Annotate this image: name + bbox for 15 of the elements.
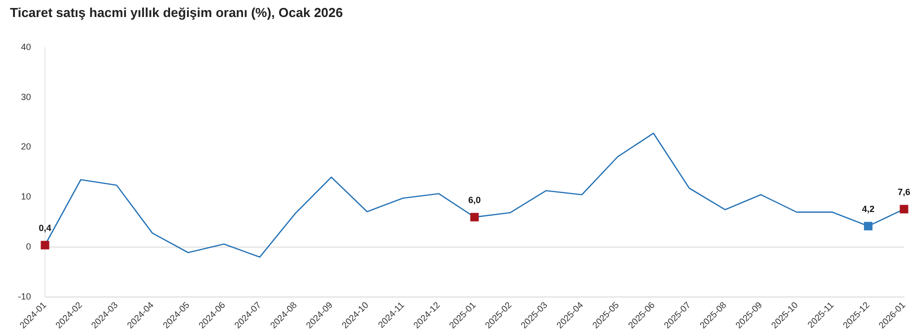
y-tick-label: 10	[20, 192, 32, 202]
y-tick-label: 30	[20, 92, 32, 102]
y-tick-label: -10	[18, 291, 32, 302]
data-label: 6,0	[468, 195, 481, 206]
chart-title: Ticaret satış hacmi yıllık değişim oranı (%), Ocak 2026	[10, 5, 343, 20]
data-label: 4,2	[862, 204, 874, 214]
point	[40, 240, 50, 250]
data-label: 0,4	[38, 223, 52, 234]
data-label: 7,6	[898, 187, 910, 198]
y-tick-label: 20	[20, 142, 32, 152]
point	[864, 222, 872, 230]
point	[470, 212, 479, 222]
point	[900, 204, 908, 214]
y-tick-label: 40	[20, 42, 32, 52]
y-tick-label: 0	[26, 242, 32, 252]
